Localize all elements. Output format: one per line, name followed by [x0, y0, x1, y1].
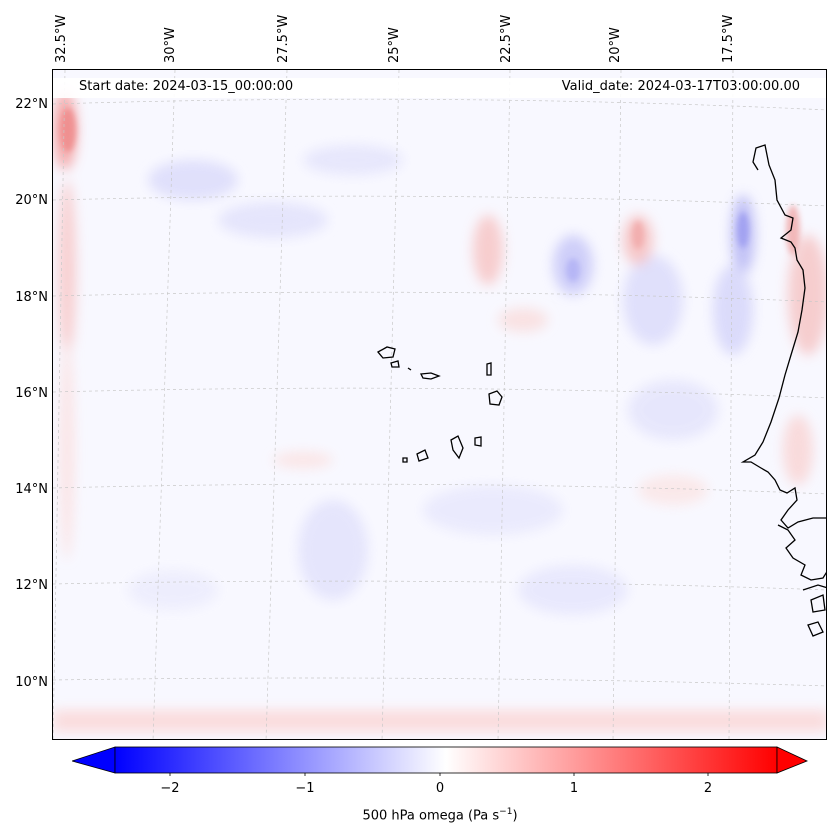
omega-field: [53, 90, 826, 732]
colorbar-label-main: 500 hPa omega (Pa s: [362, 808, 500, 824]
lon-label-25w: 25°W: [387, 27, 402, 63]
lat-label-22n: 22°N: [15, 97, 48, 112]
start-date-text: Start date: 2024-03-15_00:00:00: [79, 79, 294, 94]
lat-label-10n: 10°N: [15, 675, 48, 690]
colorbar-tick-neg2: −2: [160, 781, 180, 796]
header-band: [53, 78, 826, 98]
lat-label-16n: 16°N: [15, 386, 48, 401]
lon-label-17-5w: 17.5°W: [721, 14, 736, 63]
lat-label-20n: 20°N: [15, 193, 48, 208]
colorbar: [72, 746, 809, 776]
lon-label-22-5w: 22.5°W: [499, 14, 514, 63]
lon-label-20w: 20°W: [608, 27, 623, 63]
cape-verde-islands: [376, 346, 503, 463]
valid-date-text: Valid_date: 2024-03-17T03:00:00.00: [561, 79, 800, 94]
lat-label-14n: 14°N: [15, 482, 48, 497]
lon-label-32-5w: 32.5°W: [54, 14, 69, 63]
lon-label-27-5w: 27.5°W: [276, 14, 291, 63]
lat-label-12n: 12°N: [15, 578, 48, 593]
colorbar-ticks: [169, 773, 709, 776]
colorbar-label: 500 hPa omega (Pa s−1): [0, 807, 837, 823]
lon-label-30w: 30°W: [163, 27, 178, 63]
colorbar-tick-2: 2: [703, 781, 713, 796]
map-canvas: [53, 70, 826, 739]
graticule: [53, 70, 826, 739]
colorbar-max-extend: [776, 746, 809, 774]
colorbar-tick-1: 1: [569, 781, 579, 796]
colorbar-tick-0: 0: [435, 781, 445, 796]
colorbar-body: [114, 746, 778, 774]
coastline: [740, 144, 826, 637]
colorbar-label-exponent: −1: [499, 807, 513, 817]
colorbar-min-extend: [72, 746, 116, 774]
colorbar-label-end: ): [512, 808, 518, 824]
lat-label-18n: 18°N: [15, 290, 48, 305]
colorbar-tick-neg1: −1: [295, 781, 315, 796]
omega-map: Start date: 2024-03-15_00:00:00 Valid_da…: [52, 69, 827, 740]
